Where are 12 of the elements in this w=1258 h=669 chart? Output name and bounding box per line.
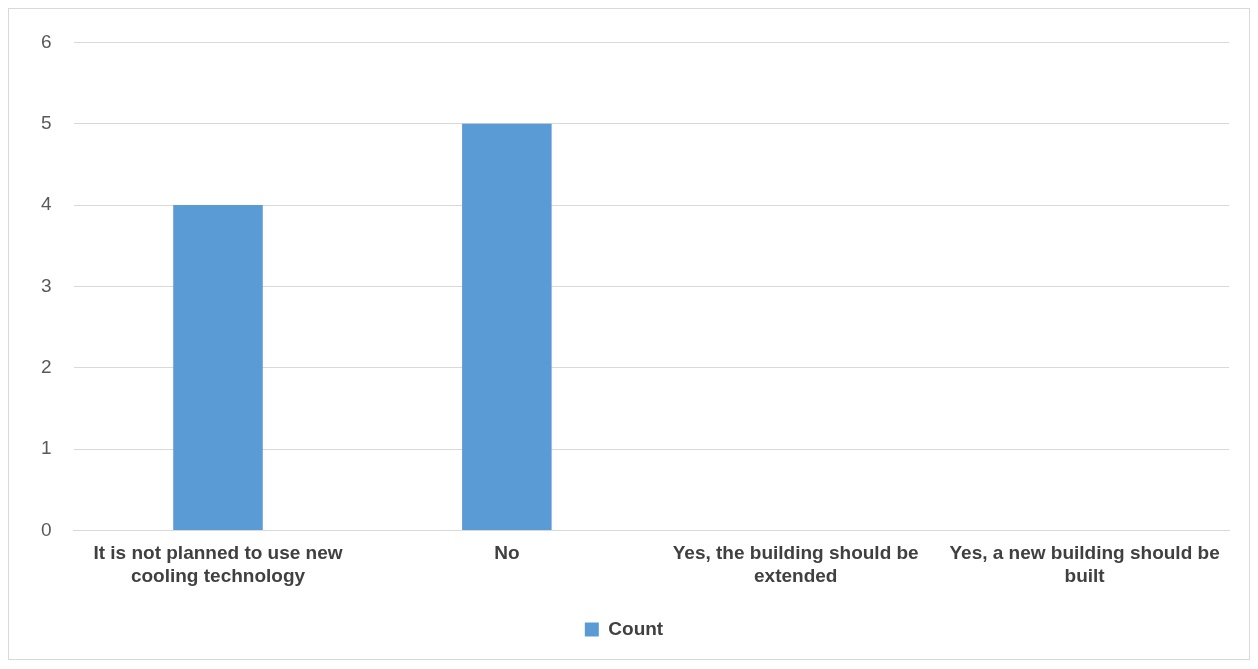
x-tick-label: Yes, the building should be extended xyxy=(672,542,919,586)
y-tick-label: 5 xyxy=(40,111,52,133)
x-tick-label: It is not planned to use new cooling technology xyxy=(93,542,343,586)
y-tick-label: 6 xyxy=(40,30,52,52)
y-tick-label: 4 xyxy=(40,193,52,215)
y-tick-label: 3 xyxy=(40,274,52,296)
y-tick-label: 2 xyxy=(40,355,52,377)
x-tick-label: No xyxy=(494,542,520,564)
y-tick-label: 1 xyxy=(40,437,52,459)
legend-label: Count xyxy=(608,617,664,639)
y-tick-label: 0 xyxy=(40,518,52,540)
x-tick-label: Yes, a new building should be built xyxy=(949,542,1220,586)
